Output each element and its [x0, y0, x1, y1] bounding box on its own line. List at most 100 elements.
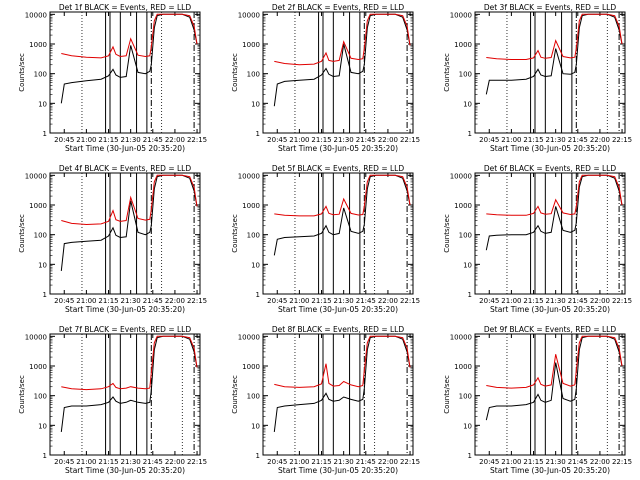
y-tick-label: 1 — [468, 452, 472, 460]
series-line-lld — [61, 335, 198, 391]
x-tick-label: 20:45 — [267, 458, 287, 466]
x-tick-label: 21:45 — [356, 458, 376, 466]
x-tick-label: 22:00 — [165, 136, 185, 144]
y-tick-label: 100 — [459, 232, 472, 240]
x-tick-label: 21:30 — [121, 297, 141, 305]
detector-panel-6: 1 10 100 1000 10000 20:45 21:00 21:15 21:30 21:45… — [443, 164, 632, 314]
panel-title: Det 9f BLACK = Events, RED = LLD — [484, 325, 617, 334]
plot-area — [60, 12, 198, 133]
detector-panel-8: 1 10 100 1000 10000 20:45 21:00 21:15 21:30 21:45… — [231, 325, 420, 475]
y-tick-label: 1 — [43, 452, 47, 460]
detector-panel-5: 1 10 100 1000 10000 20:45 21:00 21:15 21:30 21:45… — [231, 164, 420, 314]
y-tick-label: 10 — [251, 261, 260, 269]
x-tick-label: 22:15 — [400, 458, 420, 466]
x-tick-label: 22:00 — [378, 136, 398, 144]
x-axis-label: Start Time (30-Jun-05 20:35:20) — [490, 144, 610, 153]
y-axis-label: Counts/sec — [18, 214, 26, 253]
y-axis-label: Counts/sec — [443, 375, 451, 414]
panel-title: Det 5f BLACK = Events, RED = LLD — [272, 164, 405, 173]
y-tick-label: 10000 — [238, 172, 260, 180]
x-tick-label: 22:15 — [612, 297, 632, 305]
plot-frame — [49, 333, 201, 456]
plot-frame — [474, 172, 626, 295]
x-tick-label: 20:45 — [479, 136, 499, 144]
y-tick-label: 1 — [43, 291, 47, 299]
plot-frame — [474, 11, 626, 134]
plot-frame — [262, 172, 414, 295]
y-tick-label: 1 — [43, 130, 47, 138]
x-tick-label: 21:45 — [143, 297, 163, 305]
x-tick-label: 21:45 — [143, 458, 163, 466]
y-tick-label: 1000 — [29, 363, 47, 371]
y-axis-label: Counts/sec — [18, 375, 26, 414]
y-tick-label: 1000 — [29, 41, 47, 49]
y-axis-label: Counts/sec — [231, 375, 239, 414]
x-axis-label: Start Time (30-Jun-05 20:35:20) — [490, 305, 610, 314]
plot-frame — [262, 11, 414, 134]
x-tick-label: 22:00 — [378, 297, 398, 305]
series-line-lld — [486, 335, 623, 389]
y-tick-label: 100 — [247, 71, 260, 79]
y-tick-label: 1 — [468, 291, 472, 299]
y-tick-label: 10 — [463, 261, 472, 269]
y-tick-label: 100 — [34, 71, 47, 79]
plot-area — [485, 334, 623, 455]
x-tick-label: 21:30 — [546, 458, 566, 466]
x-tick-label: 21:30 — [334, 136, 354, 144]
y-tick-label: 1000 — [454, 202, 472, 210]
detector-panel-7: 1 10 100 1000 10000 20:45 21:00 21:15 21:30 21:45… — [18, 325, 207, 475]
y-tick-label: 10000 — [450, 11, 472, 19]
x-tick-label: 21:15 — [311, 136, 331, 144]
x-tick-label: 21:00 — [501, 297, 521, 305]
y-tick-label: 10 — [463, 422, 472, 430]
plot-area — [273, 12, 411, 133]
x-tick-label: 22:15 — [612, 136, 632, 144]
series-line-lld — [274, 335, 411, 388]
y-tick-label: 1000 — [242, 363, 260, 371]
x-tick-label: 22:00 — [378, 458, 398, 466]
x-tick-label: 21:15 — [98, 136, 118, 144]
x-tick-label: 21:45 — [356, 297, 376, 305]
x-axis-label: Start Time (30-Jun-05 20:35:20) — [490, 466, 610, 475]
y-axis-label: Counts/sec — [231, 53, 239, 92]
y-tick-label: 100 — [459, 393, 472, 401]
detector-panel-3: 1 10 100 1000 10000 20:45 21:00 21:15 21:30 21:45… — [443, 3, 632, 153]
x-tick-label: 21:30 — [121, 458, 141, 466]
x-tick-label: 21:15 — [311, 458, 331, 466]
panel-title: Det 7f BLACK = Events, RED = LLD — [59, 325, 192, 334]
x-tick-label: 22:00 — [590, 136, 610, 144]
detector-panel-1: 1 10 100 1000 10000 20:45 21:00 21:15 21:30 21:45… — [18, 3, 207, 153]
x-tick-label: 22:15 — [187, 458, 207, 466]
plot-area — [60, 334, 198, 455]
plot-area — [485, 12, 623, 133]
x-tick-label: 21:30 — [334, 458, 354, 466]
x-tick-label: 21:00 — [501, 136, 521, 144]
x-axis-label: Start Time (30-Jun-05 20:35:20) — [278, 144, 398, 153]
x-axis-label: Start Time (30-Jun-05 20:35:20) — [65, 144, 185, 153]
y-tick-label: 10000 — [25, 333, 47, 341]
plot-area — [273, 173, 411, 294]
x-tick-label: 20:45 — [267, 297, 287, 305]
x-axis-label: Start Time (30-Jun-05 20:35:20) — [278, 466, 398, 475]
panel-title: Det 4f BLACK = Events, RED = LLD — [59, 164, 192, 173]
series-line-lld — [274, 174, 411, 217]
series-line-lld — [486, 174, 623, 216]
y-axis-label: Counts/sec — [18, 53, 26, 92]
plot-frame — [49, 11, 201, 134]
y-tick-label: 10 — [463, 100, 472, 108]
x-tick-label: 21:45 — [568, 458, 588, 466]
x-tick-label: 21:15 — [523, 136, 543, 144]
x-tick-label: 21:00 — [289, 458, 309, 466]
y-axis-label: Counts/sec — [443, 214, 451, 253]
y-tick-label: 1000 — [454, 363, 472, 371]
y-tick-label: 100 — [459, 71, 472, 79]
y-tick-label: 1 — [256, 291, 260, 299]
x-tick-label: 21:30 — [334, 297, 354, 305]
x-tick-label: 22:00 — [165, 297, 185, 305]
x-tick-label: 20:45 — [479, 297, 499, 305]
y-tick-label: 10000 — [450, 172, 472, 180]
x-tick-label: 21:45 — [143, 136, 163, 144]
x-tick-label: 21:00 — [289, 136, 309, 144]
panel-title: Det 6f BLACK = Events, RED = LLD — [484, 164, 617, 173]
